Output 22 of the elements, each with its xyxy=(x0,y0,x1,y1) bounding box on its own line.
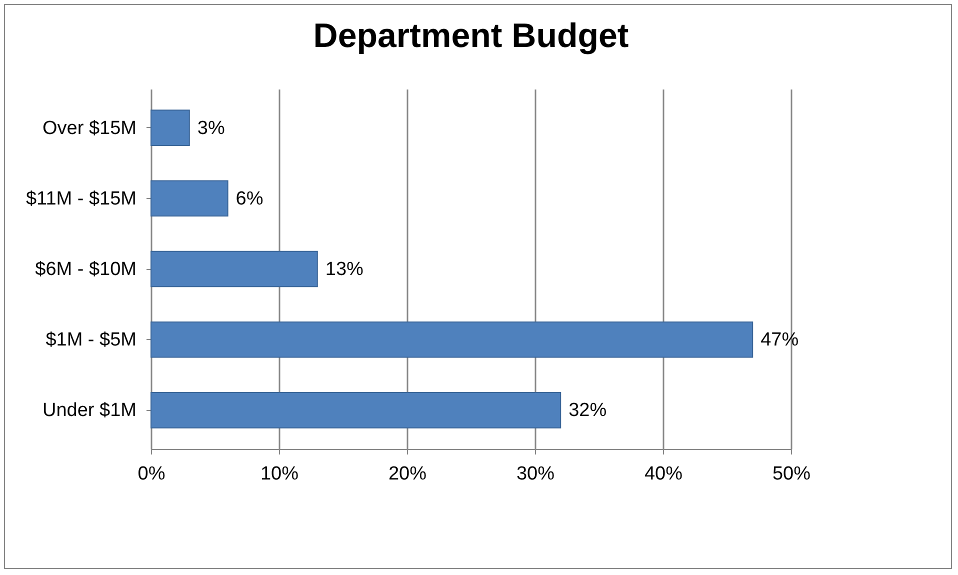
chart-title: Department Budget xyxy=(313,17,629,55)
bar xyxy=(150,250,318,288)
y-tick-label: $11M - $15M xyxy=(26,188,136,210)
y-tick-label: $1M - $5M xyxy=(46,330,136,351)
bar xyxy=(150,392,562,428)
y-tick-label: Over $15M xyxy=(42,118,136,139)
bar xyxy=(150,180,228,217)
x-tick-label: 30% xyxy=(516,464,555,484)
data-label: 6% xyxy=(236,188,264,210)
data-label: 47% xyxy=(760,330,799,351)
data-label: 32% xyxy=(568,400,607,422)
data-label: 3% xyxy=(197,118,225,139)
bar xyxy=(150,110,190,146)
x-tick-label: 40% xyxy=(644,464,683,484)
x-tick-label: 20% xyxy=(388,464,427,484)
x-tick-label: 0% xyxy=(138,464,166,484)
x-tick-label: 10% xyxy=(260,464,299,484)
data-label: 13% xyxy=(325,259,364,280)
x-tick-label: 50% xyxy=(772,464,811,484)
y-tick-label: Under $1M xyxy=(42,400,136,422)
bar xyxy=(150,321,754,358)
y-tick-label: $6M - $10M xyxy=(35,259,136,280)
